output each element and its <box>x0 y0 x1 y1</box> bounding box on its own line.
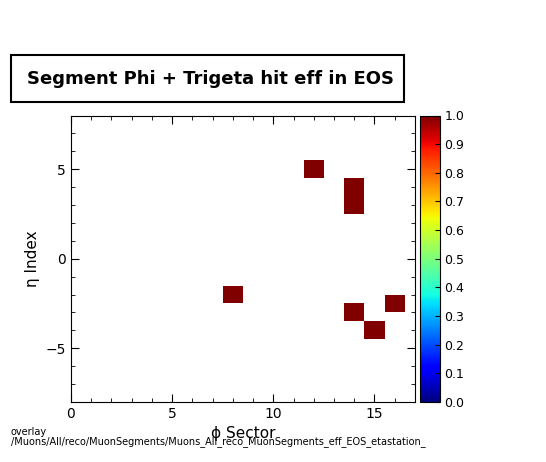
Bar <box>384 295 405 312</box>
X-axis label: ϕ Sector: ϕ Sector <box>211 426 275 441</box>
Bar <box>344 178 364 214</box>
Text: overlay: overlay <box>11 427 47 438</box>
Bar <box>223 286 243 304</box>
Bar <box>344 304 364 322</box>
Text: /Muons/All/reco/MuonSegments/Muons_All_reco_MuonSegments_eff_EOS_etastation_: /Muons/All/reco/MuonSegments/Muons_All_r… <box>11 437 425 448</box>
Bar <box>304 160 324 178</box>
Text: Segment Phi + Trigeta hit eff in EOS: Segment Phi + Trigeta hit eff in EOS <box>27 70 394 87</box>
Y-axis label: η Index: η Index <box>25 231 40 287</box>
Bar <box>364 322 384 339</box>
